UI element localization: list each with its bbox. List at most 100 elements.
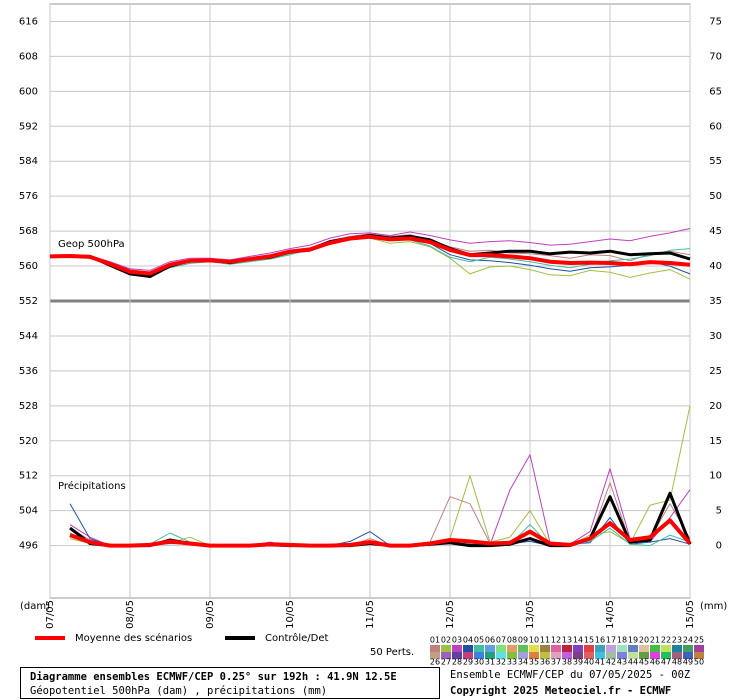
member-label: 44 <box>628 658 638 667</box>
member-label: 12 <box>551 636 561 645</box>
member-label: 29 <box>463 658 473 667</box>
member-swatch <box>529 645 539 652</box>
x-tick-label: 12/05 <box>445 600 456 629</box>
member-swatch <box>584 645 594 652</box>
member-label: 09 <box>518 636 528 645</box>
y-tick-label: 528 <box>19 401 38 412</box>
precip-label: Précipitations <box>58 480 126 492</box>
y-tick-label: 584 <box>19 156 38 167</box>
y2-tick-label: 65 <box>709 86 722 97</box>
member-label: 16 <box>595 636 605 645</box>
perts-label: 50 Perts. <box>370 647 414 658</box>
member-label: 49 <box>683 658 693 667</box>
member-label: 07 <box>496 636 506 645</box>
member-label: 24 <box>683 636 693 645</box>
member-label: 20 <box>639 636 649 645</box>
member-swatch <box>595 652 605 659</box>
member-label: 40 <box>584 658 594 667</box>
member-swatch <box>551 645 561 652</box>
y-tick-label: 608 <box>19 51 38 62</box>
member-label: 46 <box>650 658 660 667</box>
x-tick-label: 15/05 <box>685 600 696 629</box>
member-swatch <box>496 645 506 652</box>
member-swatch <box>463 652 473 659</box>
y-tick-label: 520 <box>19 436 38 447</box>
legend-label: Contrôle/Det <box>265 632 329 644</box>
x-tick-label: 14/05 <box>605 600 616 629</box>
member-swatch <box>694 652 704 659</box>
member-label: 27 <box>441 658 451 667</box>
member-swatch <box>540 645 550 652</box>
member-swatch <box>617 645 627 652</box>
member-swatch <box>474 645 484 652</box>
y2-tick-label: 5 <box>716 506 722 517</box>
member-swatch <box>452 645 462 652</box>
member-swatch <box>540 652 550 659</box>
y2-unit: (mm) <box>700 601 727 612</box>
member-swatch <box>683 652 693 659</box>
member-label: 19 <box>628 636 638 645</box>
member-label: 21 <box>650 636 660 645</box>
member-label: 06 <box>485 636 495 645</box>
x-tick-label: 07/05 <box>45 600 56 629</box>
y2-tick-label: 45 <box>709 226 722 237</box>
member-swatch <box>452 652 462 659</box>
member-swatch <box>496 652 506 659</box>
member-swatch <box>672 645 682 652</box>
member-label: 26 <box>430 658 440 667</box>
member-swatch <box>672 652 682 659</box>
member-label: 45 <box>639 658 649 667</box>
member-swatch <box>639 645 649 652</box>
member-swatch <box>573 652 583 659</box>
y-tick-label: 592 <box>19 121 38 132</box>
member-swatch <box>628 652 638 659</box>
y-tick-label: 504 <box>19 506 38 517</box>
member-swatch <box>529 652 539 659</box>
member-swatch <box>628 645 638 652</box>
x-tick-label: 09/05 <box>205 600 216 629</box>
member-label: 10 <box>529 636 539 645</box>
member-label: 05 <box>474 636 484 645</box>
y2-tick-label: 40 <box>709 261 722 272</box>
member-swatch <box>518 645 528 652</box>
y2-tick-label: 55 <box>709 156 722 167</box>
member-label: 17 <box>606 636 616 645</box>
footer-title: Diagramme ensembles ECMWF/CEP 0.25° sur … <box>30 671 397 683</box>
member-label: 28 <box>452 658 462 667</box>
member-label: 34 <box>518 658 528 667</box>
member-label: 22 <box>661 636 671 645</box>
geop-label: Geop 500hPa <box>58 239 125 250</box>
y-tick-label: 568 <box>19 226 38 237</box>
member-label: 39 <box>573 658 583 667</box>
member-swatch <box>661 652 671 659</box>
member-swatch <box>562 645 572 652</box>
member-swatch <box>430 645 440 652</box>
member-swatch <box>507 652 517 659</box>
member-swatch <box>683 645 693 652</box>
y-tick-label: 512 <box>19 471 38 482</box>
member-swatch <box>485 645 495 652</box>
y2-tick-label: 70 <box>709 51 722 62</box>
run-info: Ensemble ECMWF/CEP du 07/05/2025 - 00Z <box>450 669 690 681</box>
y2-tick-label: 75 <box>709 16 722 27</box>
member-label: 33 <box>507 658 517 667</box>
y-tick-label: 496 <box>19 541 38 552</box>
x-tick-label: 10/05 <box>285 600 296 629</box>
member-label: 48 <box>672 658 682 667</box>
member-label: 15 <box>584 636 594 645</box>
legend-label: Moyenne des scénarios <box>75 632 192 644</box>
member-swatch <box>694 645 704 652</box>
member-label: 08 <box>507 636 517 645</box>
member-swatch <box>485 652 495 659</box>
footer-box <box>20 667 440 699</box>
y2-tick-label: 60 <box>709 121 722 132</box>
member-swatch <box>595 645 605 652</box>
member-label: 13 <box>562 636 572 645</box>
member-swatch <box>430 652 440 659</box>
member-label: 11 <box>540 636 550 645</box>
x-tick-label: 11/05 <box>365 600 376 629</box>
y-unit: (dam) <box>20 601 50 612</box>
member-swatch <box>441 645 451 652</box>
y-tick-label: 576 <box>19 191 38 202</box>
y2-tick-label: 0 <box>716 541 722 552</box>
